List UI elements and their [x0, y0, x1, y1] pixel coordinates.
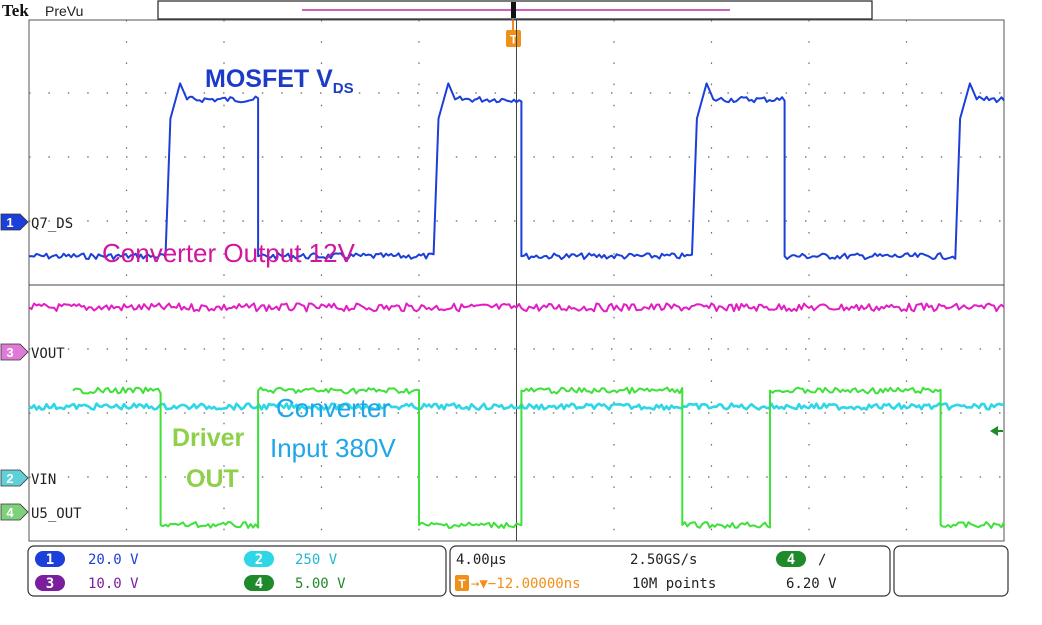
channel-marker-number: 1	[6, 215, 13, 230]
annotation-driver-line2: OUT	[186, 465, 239, 493]
brand-logo: Tek	[2, 1, 29, 20]
trigger-offset-value: →▼−12.00000ns	[471, 576, 581, 592]
ch1-badge: 1	[46, 552, 54, 568]
annotation-converter-input-line1: Converter	[276, 393, 390, 423]
ch4-scale[interactable]: 4 5.00 V	[244, 575, 346, 592]
mode-label: PreVu	[45, 3, 83, 19]
ch3-scale[interactable]: 3 10.0 V	[35, 575, 139, 592]
trigger-source-badge: 4	[787, 552, 795, 568]
trigger-marker-label: T	[510, 33, 518, 47]
channel-markers: 1 Q7_DS 3 VOUT 2 VIN 4 U5_OUT	[0, 213, 82, 522]
channel-marker-number: 3	[6, 345, 13, 360]
channel-marker-q7-ds[interactable]: 1 Q7_DS	[0, 213, 73, 232]
ch2-badge: 2	[255, 552, 263, 568]
channel-marker-vin[interactable]: 2 VIN	[0, 469, 56, 488]
waveform-vout	[28, 302, 1005, 313]
trigger-offset[interactable]: T →▼−12.00000ns	[455, 575, 581, 592]
ch1-scale-value: 20.0 V	[88, 552, 139, 568]
waveforms	[28, 82, 1005, 529]
trigger-level-marker[interactable]	[990, 426, 1003, 436]
ch3-scale-value: 10.0 V	[88, 576, 139, 592]
ch4-badge: 4	[255, 576, 263, 592]
channel-marker-vout[interactable]: 3 VOUT	[0, 343, 65, 362]
graticule	[28, 19, 1005, 542]
waveform-u5-out	[72, 386, 1005, 529]
trigger-position-marker[interactable]: T	[506, 19, 521, 47]
waveform-q7-ds	[28, 82, 1005, 261]
status-bar: 1 20.0 V 2 250 V 3 10.0 V 4 5.00 V 4.00µ…	[27, 545, 1009, 597]
ch3-badge: 3	[46, 576, 54, 592]
annotation-converter-output: Converter Output 12V	[102, 238, 356, 268]
timebase-value[interactable]: 4.00µs	[456, 552, 507, 568]
trigger-setting[interactable]: 4 ∕ 6.20 V	[776, 551, 837, 592]
ch2-scale-value: 250 V	[295, 552, 338, 568]
trigger-offset-badge: T	[458, 577, 466, 591]
record-trigger-position	[511, 2, 516, 18]
channel-marker-label: VOUT	[31, 346, 65, 362]
channel-marker-label: Q7_DS	[31, 216, 73, 232]
annotation-mosfet-vds: MOSFET VDS	[205, 65, 354, 97]
annotation-vds-sub: DS	[333, 80, 354, 97]
channel-marker-number: 4	[6, 505, 14, 520]
ch2-scale[interactable]: 2 250 V	[244, 551, 338, 568]
annotation-driver-line1: Driver	[172, 424, 245, 452]
channel-marker-u5-out[interactable]: 4 U5_OUT	[0, 503, 82, 522]
channel-marker-label: VIN	[31, 472, 56, 488]
channel-marker-number: 2	[6, 471, 13, 486]
annotation-converter-input-line2: Input 380V	[270, 433, 396, 463]
record-length-value: 10M points	[632, 576, 716, 592]
trigger-slope-icon: ∕	[818, 552, 826, 568]
channel-marker-label: U5_OUT	[31, 506, 82, 522]
misc-settings-panel[interactable]	[893, 545, 1009, 597]
trigger-level-value: 6.20 V	[786, 576, 837, 592]
ch4-scale-value: 5.00 V	[295, 576, 346, 592]
ch1-scale[interactable]: 1 20.0 V	[35, 551, 139, 568]
sample-rate-value: 2.50GS/s	[630, 552, 697, 568]
annotation-vds-main: MOSFET V	[205, 65, 333, 93]
waveform-vin	[28, 402, 1005, 411]
vertical-settings-panel[interactable]	[27, 545, 447, 597]
